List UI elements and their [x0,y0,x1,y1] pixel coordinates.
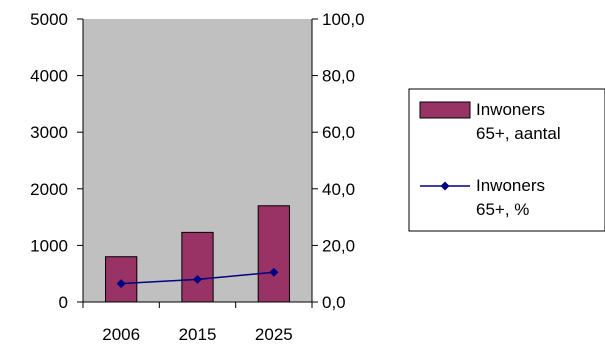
legend: Inwoners 65+, aantal Inwoners 65+, % [408,88,605,232]
bar-2025 [257,205,290,303]
legend-swatch-marker [440,181,450,191]
right-tick-label: 80,0 [322,67,355,86]
x-tick-label: 2025 [255,325,293,344]
right-tick-label: 60,0 [322,123,355,142]
legend-label-bar: 65+, aantal [476,124,561,143]
right-tick-label: 40,0 [322,180,355,199]
left-tick-label: 4000 [30,67,68,86]
x-tick-label: 2015 [179,325,217,344]
line-point-2025 [269,267,279,277]
line-series-group [116,267,279,289]
legend-swatch-bar [419,101,471,119]
right-tick-label: 20,0 [322,236,355,255]
line-point-2006 [116,279,126,289]
x-tick-label: 2006 [102,325,140,344]
left-tick-label: 1000 [30,236,68,255]
x-axis-tick-labels: 2006 2015 2025 [102,325,292,344]
right-tick-label: 0,0 [322,293,346,312]
left-tick-label: 0 [59,293,68,312]
left-tick-label: 5000 [30,10,68,29]
legend-label-line: 65+, % [476,200,529,219]
left-axis-tick-labels: 0 1000 2000 3000 4000 5000 [30,10,68,312]
right-axis-tick-labels: 0,0 20,0 40,0 60,0 80,0 100,0 [322,10,365,312]
legend-label-bar: Inwoners [476,100,545,119]
left-tick-label: 3000 [30,123,68,142]
axes-group [77,18,318,308]
bar-series-group [105,205,290,303]
legend-label-line: Inwoners [476,176,545,195]
left-tick-label: 2000 [30,180,68,199]
right-tick-label: 100,0 [322,10,365,29]
bar-2015 [181,231,214,303]
line-point-2015 [193,274,202,284]
